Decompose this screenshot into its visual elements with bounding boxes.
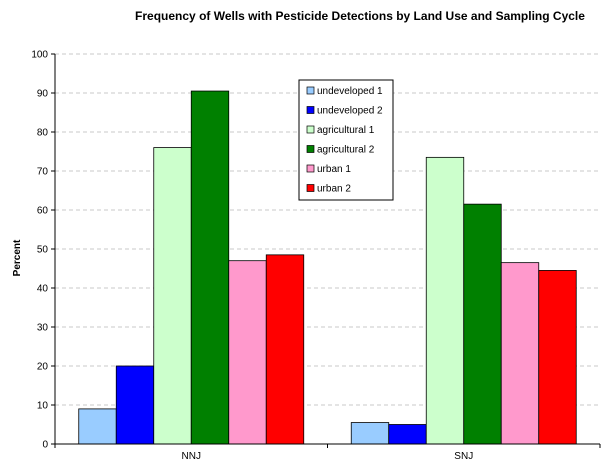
bar-agricultural-1-nnj bbox=[153, 147, 192, 445]
bar-urban-1-snj bbox=[500, 262, 540, 445]
bar-agricultural-1-snj bbox=[425, 156, 465, 445]
legend-swatch bbox=[306, 184, 315, 192]
bar-undeveloped-1-snj bbox=[350, 422, 390, 445]
legend-label: urban 1 bbox=[317, 164, 351, 175]
y-tick-label: 0 bbox=[42, 440, 48, 451]
y-tick-label: 10 bbox=[37, 401, 49, 412]
legend-label: agricultural 2 bbox=[317, 145, 375, 156]
legend-box bbox=[298, 79, 394, 201]
bar-undeveloped-2-nnj bbox=[115, 365, 155, 445]
legend-swatch bbox=[306, 145, 315, 153]
y-tick-label: 40 bbox=[37, 284, 49, 295]
x-tick-label: SNJ bbox=[454, 451, 473, 462]
legend-swatch bbox=[306, 106, 315, 114]
bar-urban-2-snj bbox=[538, 270, 577, 445]
legend-swatch bbox=[306, 86, 315, 95]
legend-swatch bbox=[306, 125, 315, 134]
bar-urban-2-nnj bbox=[265, 254, 305, 445]
y-tick-label: 20 bbox=[37, 362, 49, 373]
bar-agricultural-2-snj bbox=[463, 203, 502, 445]
y-tick-label: 50 bbox=[37, 245, 49, 256]
legend-label: urban 2 bbox=[317, 184, 351, 195]
chart-title: Frequency of Wells with Pesticide Detect… bbox=[135, 9, 585, 23]
bar-agricultural-2-nnj bbox=[190, 90, 230, 445]
y-tick-label: 90 bbox=[37, 89, 49, 100]
y-tick-label: 80 bbox=[37, 128, 49, 139]
bar-undeveloped-2-snj bbox=[388, 424, 427, 445]
y-tick-label: 30 bbox=[37, 323, 49, 334]
legend-label: agricultural 1 bbox=[317, 125, 375, 136]
y-tick-label: 70 bbox=[37, 167, 49, 178]
x-tick-label: NNJ bbox=[182, 451, 201, 462]
y-tick-label: 100 bbox=[31, 50, 48, 61]
legend-swatch bbox=[306, 164, 315, 173]
bar-urban-1-nnj bbox=[228, 260, 267, 445]
legend-label: undeveloped 1 bbox=[317, 86, 383, 97]
bar-undeveloped-1-nnj bbox=[78, 408, 117, 445]
y-tick-label: 60 bbox=[37, 206, 49, 217]
legend-label: undeveloped 2 bbox=[317, 106, 383, 117]
y-axis-label: Percent bbox=[12, 239, 23, 276]
